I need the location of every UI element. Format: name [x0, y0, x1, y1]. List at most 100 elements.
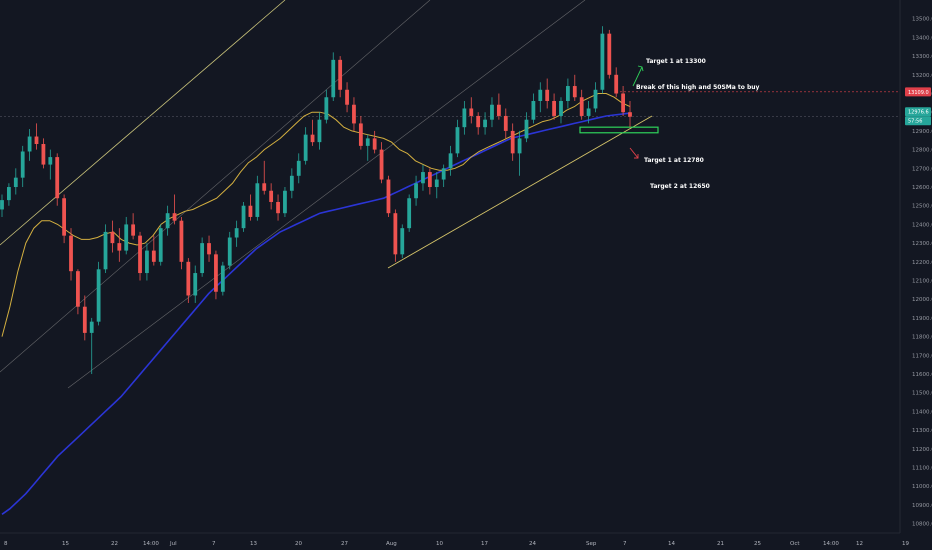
candle-body	[379, 149, 384, 180]
y-tick-label: 10800.0	[912, 522, 932, 528]
candle-body	[510, 130, 515, 154]
candle-body	[565, 86, 570, 101]
x-tick-label: Oct	[790, 541, 800, 547]
candle-body	[386, 179, 391, 214]
x-tick-label: 25	[754, 541, 761, 547]
candle-body	[234, 228, 239, 238]
candle-body	[421, 172, 425, 184]
candle-body	[283, 190, 287, 214]
candle-body	[365, 138, 370, 146]
x-tick-label: 10	[436, 541, 443, 547]
x-tick-label: 13	[250, 541, 257, 547]
x-tick-label: 27	[341, 541, 348, 547]
candle-body	[331, 59, 336, 98]
candle-body	[586, 108, 591, 116]
candle-body	[358, 123, 363, 146]
candle-body	[338, 59, 343, 90]
y-tick-label: 11000.0	[912, 484, 932, 490]
candle-body	[545, 89, 550, 101]
candle-body	[593, 89, 598, 109]
candle-body	[317, 119, 322, 143]
candle-body	[372, 138, 377, 150]
y-tick-label: 13500.0	[912, 17, 932, 23]
candle-body	[179, 220, 184, 262]
candle-body	[186, 261, 191, 296]
channel-upper-line	[0, 0, 286, 246]
candle-body	[476, 115, 481, 128]
candle-body	[490, 104, 494, 120]
x-tick-label: 24	[529, 541, 536, 547]
price-badge	[905, 116, 931, 126]
y-tick-label: 11500.0	[912, 391, 932, 397]
x-tick-label: 22	[111, 541, 118, 547]
candle-body	[434, 179, 439, 188]
candle-body	[572, 86, 577, 98]
candle-body	[621, 93, 625, 113]
candle-body	[303, 134, 308, 161]
candle-body	[248, 205, 253, 217]
y-tick-label: 13300.0	[912, 54, 932, 60]
candle-body	[0, 200, 4, 210]
candle-body	[207, 243, 211, 255]
x-tick-label: Sep	[586, 541, 597, 547]
candle-body	[628, 112, 632, 117]
candle-body	[559, 100, 563, 116]
price-badge-label: 57:56	[908, 119, 922, 125]
price-badge-label: 12976.6	[908, 110, 929, 116]
candle-body	[48, 157, 53, 165]
candle-body	[62, 198, 67, 236]
candle-body	[538, 89, 543, 101]
x-tick-label: 14:00	[823, 541, 839, 547]
x-tick-label: 21	[717, 541, 724, 547]
candle-body	[462, 108, 467, 128]
x-tick-label: 14	[668, 541, 675, 547]
y-tick-label: 12600.0	[912, 185, 932, 191]
trendline-support	[387, 115, 653, 269]
x-tick-label: 14:00	[143, 541, 159, 547]
candle-body	[503, 115, 508, 131]
x-tick-label: 8	[4, 541, 8, 547]
candle-body	[448, 153, 453, 169]
candle-body	[524, 119, 529, 139]
candle-body	[255, 183, 260, 217]
y-tick-label: 12500.0	[912, 204, 932, 210]
candle-body	[110, 231, 115, 244]
x-tick-label: 20	[295, 541, 302, 547]
candle-body	[117, 243, 122, 251]
candle-body	[124, 224, 129, 251]
annotation-text: Target 1 at 13300	[646, 58, 706, 65]
up-arrow-head-icon	[637, 65, 644, 72]
channel-lower-line	[67, 0, 586, 389]
candle-body	[400, 228, 405, 255]
candle-body	[214, 254, 218, 292]
candle-body	[345, 89, 349, 105]
candle-body	[469, 108, 474, 116]
candle-body	[531, 100, 536, 120]
y-tick-label: 12000.0	[912, 297, 932, 303]
channel-layer	[0, 0, 900, 389]
y-tick-label: 12800.0	[912, 148, 932, 154]
candle-body	[427, 172, 432, 188]
candle-body	[227, 237, 232, 266]
candle-body	[614, 74, 619, 94]
candle-body	[96, 269, 101, 322]
candle-layer	[0, 26, 632, 375]
candle-body	[455, 127, 460, 154]
annotation-text: Target 1 at 12780	[644, 157, 704, 164]
candle-body	[352, 104, 356, 124]
candle-body	[441, 168, 446, 180]
candle-body	[607, 33, 612, 75]
support-zone	[579, 126, 659, 134]
x-tick-label: Aug	[386, 541, 397, 547]
candle-body	[393, 213, 398, 255]
y-tick-label: 11600.0	[912, 372, 932, 378]
candle-body	[165, 213, 170, 229]
candle-body	[41, 144, 46, 165]
candle-body	[289, 175, 294, 191]
candle-body	[103, 231, 108, 270]
candle-body	[296, 160, 301, 176]
x-tick-label: Jul	[169, 541, 177, 547]
